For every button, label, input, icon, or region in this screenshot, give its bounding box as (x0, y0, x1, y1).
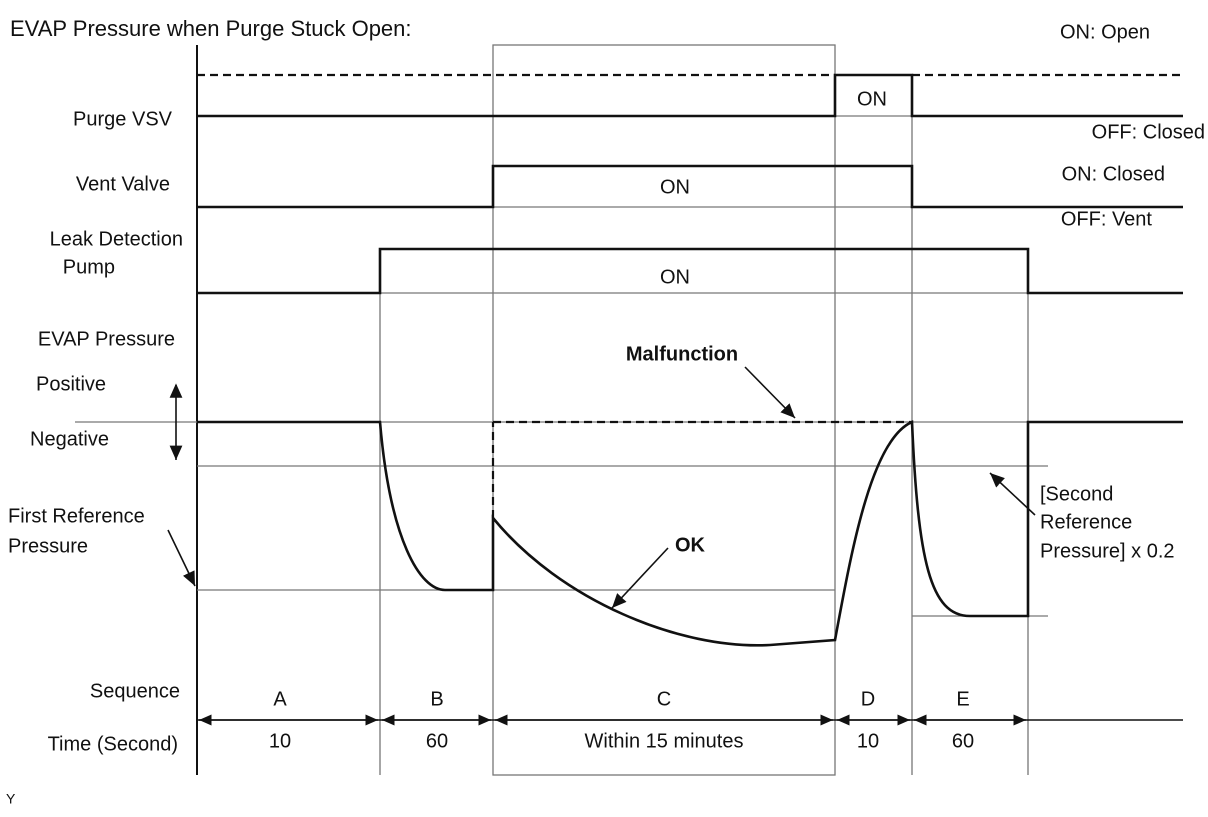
annotation: [Second (1040, 483, 1113, 505)
title: EVAP Pressure when Purge Stuck Open: (10, 16, 412, 41)
annotation: Reference (1040, 511, 1132, 533)
direction: Positive (36, 373, 106, 395)
on-label: ON (660, 176, 690, 198)
labels: EVAP Pressure when Purge Stuck Open: Pur… (6, 16, 1205, 807)
phase-time: Within 15 minutes (585, 730, 744, 752)
arrows (167, 366, 1183, 726)
annotation: Pressure (8, 535, 88, 557)
phase-letter: B (430, 688, 443, 710)
footnote: Y (6, 791, 16, 807)
direction: Negative (30, 428, 109, 450)
row-label: Leak Detection (50, 228, 183, 250)
annotation: First Reference (8, 505, 145, 527)
row-label: Pump (63, 256, 115, 278)
on-label: ON (660, 266, 690, 288)
state-label: OFF: Closed (1092, 121, 1205, 143)
row-label: Purge VSV (73, 108, 173, 130)
phase-letter: C (657, 688, 671, 710)
grid (75, 44, 1183, 776)
phase-time: 60 (952, 730, 974, 752)
on-label: ON (857, 88, 887, 110)
phase-letter: A (273, 688, 287, 710)
phases: A 10 B 60 C Within 15 minutes D 10 E 60 (269, 688, 974, 752)
annotation: Pressure] x 0.2 (1040, 540, 1175, 562)
phase-letter: E (956, 688, 969, 710)
annotation: Malfunction (626, 343, 738, 365)
state-label: OFF: Vent (1061, 208, 1153, 230)
row-label: EVAP Pressure (38, 328, 175, 350)
state-label: ON: Open (1060, 21, 1150, 43)
phase-time: 60 (426, 730, 448, 752)
time-label: Time (Second) (48, 733, 178, 755)
phase-time: 10 (857, 730, 879, 752)
state-label: ON: Closed (1062, 163, 1165, 185)
row-label: Vent Valve (76, 173, 170, 195)
sequence-label: Sequence (90, 680, 180, 702)
phase-letter: D (861, 688, 875, 710)
annotation: OK (675, 534, 706, 556)
signals (197, 73, 1183, 647)
phase-time: 10 (269, 730, 291, 752)
